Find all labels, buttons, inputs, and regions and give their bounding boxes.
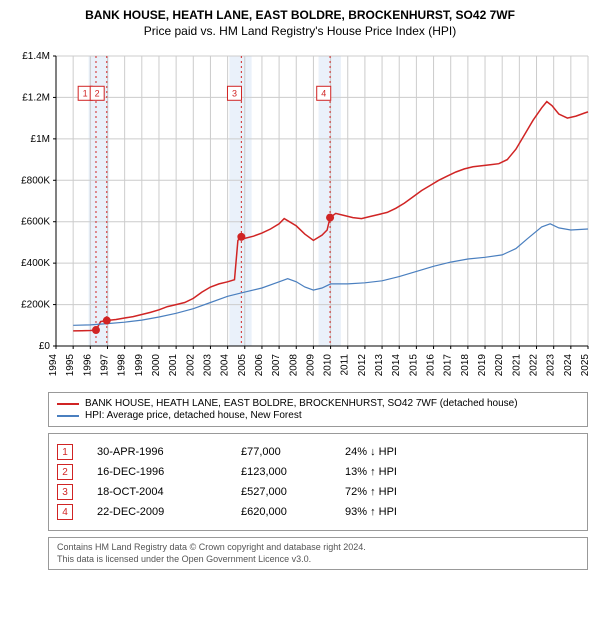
sale-price: £77,000	[241, 446, 321, 458]
svg-text:£600K: £600K	[21, 217, 50, 228]
svg-text:2001: 2001	[168, 354, 179, 377]
svg-text:1997: 1997	[99, 354, 110, 377]
svg-text:2000: 2000	[151, 354, 162, 377]
svg-text:2: 2	[95, 88, 100, 98]
svg-text:2008: 2008	[288, 354, 299, 377]
svg-text:3: 3	[232, 88, 237, 98]
sale-marker: 4	[57, 504, 73, 520]
svg-text:2002: 2002	[185, 354, 196, 377]
svg-text:1994: 1994	[48, 354, 59, 377]
legend-swatch	[57, 415, 79, 417]
chart-title: BANK HOUSE, HEATH LANE, EAST BOLDRE, BRO…	[8, 8, 592, 22]
svg-text:£0: £0	[39, 341, 51, 352]
svg-text:2011: 2011	[340, 354, 351, 376]
sale-delta: 24% ↓ HPI	[345, 446, 435, 458]
footer-line-2: This data is licensed under the Open Gov…	[57, 554, 579, 566]
svg-text:1998: 1998	[117, 354, 128, 377]
svg-text:2021: 2021	[511, 354, 522, 377]
svg-text:2018: 2018	[460, 354, 471, 377]
svg-text:£1.2M: £1.2M	[22, 92, 50, 103]
svg-text:2013: 2013	[374, 354, 385, 377]
sale-row: 1 30-APR-1996 £77,000 24% ↓ HPI	[57, 444, 579, 460]
svg-text:2022: 2022	[529, 354, 540, 377]
svg-text:4: 4	[321, 88, 326, 98]
sale-marker: 3	[57, 484, 73, 500]
svg-text:1995: 1995	[65, 354, 76, 377]
sales-table: 1 30-APR-1996 £77,000 24% ↓ HPI 2 16-DEC-1996…	[48, 433, 588, 531]
svg-text:2012: 2012	[357, 354, 368, 377]
sale-marker: 2	[57, 464, 73, 480]
svg-text:£200K: £200K	[21, 300, 50, 311]
sale-delta: 72% ↑ HPI	[345, 486, 435, 498]
svg-text:2010: 2010	[323, 354, 334, 377]
svg-text:£1M: £1M	[31, 134, 50, 145]
legend-label: BANK HOUSE, HEATH LANE, EAST BOLDRE, BRO…	[85, 398, 518, 409]
svg-text:2014: 2014	[391, 354, 402, 377]
copyright-footer: Contains HM Land Registry data © Crown c…	[48, 537, 588, 570]
sale-row: 3 18-OCT-2004 £527,000 72% ↑ HPI	[57, 484, 579, 500]
svg-text:1: 1	[83, 88, 88, 98]
svg-text:2007: 2007	[271, 354, 282, 377]
sale-delta: 13% ↑ HPI	[345, 466, 435, 478]
svg-text:2017: 2017	[443, 354, 454, 377]
svg-text:£400K: £400K	[21, 258, 50, 269]
svg-text:2020: 2020	[494, 354, 505, 377]
svg-text:1996: 1996	[82, 354, 93, 377]
sale-marker: 1	[57, 444, 73, 460]
svg-text:£1.4M: £1.4M	[22, 51, 50, 62]
svg-text:2004: 2004	[220, 354, 231, 377]
svg-text:2003: 2003	[202, 354, 213, 377]
sale-date: 30-APR-1996	[97, 446, 217, 458]
chart-area: £0 £200K £400K £600K £800K £1M £1.2M £1.4M 1994 1…	[8, 46, 592, 386]
line-chart: £0 £200K £400K £600K £800K £1M £1.2M £1.4M 1994 1…	[8, 46, 592, 386]
svg-text:2015: 2015	[408, 354, 419, 377]
svg-text:2006: 2006	[254, 354, 265, 377]
sale-price: £527,000	[241, 486, 321, 498]
sale-price: £123,000	[241, 466, 321, 478]
legend-row: HPI: Average price, detached house, New …	[57, 410, 579, 421]
legend-row: BANK HOUSE, HEATH LANE, EAST BOLDRE, BRO…	[57, 398, 579, 409]
legend-label: HPI: Average price, detached house, New …	[85, 410, 302, 421]
sale-date: 16-DEC-1996	[97, 466, 217, 478]
svg-text:2024: 2024	[563, 354, 574, 377]
sale-delta: 93% ↑ HPI	[345, 506, 435, 518]
svg-text:2005: 2005	[237, 354, 248, 377]
svg-text:1999: 1999	[134, 354, 145, 377]
svg-text:£800K: £800K	[21, 175, 50, 186]
sale-date: 22-DEC-2009	[97, 506, 217, 518]
svg-text:2019: 2019	[477, 354, 488, 377]
chart-subtitle: Price paid vs. HM Land Registry's House …	[8, 24, 592, 38]
svg-text:2016: 2016	[426, 354, 437, 377]
svg-text:2025: 2025	[580, 354, 591, 377]
sale-date: 18-OCT-2004	[97, 486, 217, 498]
legend-swatch	[57, 403, 79, 405]
sale-price: £620,000	[241, 506, 321, 518]
footer-line-1: Contains HM Land Registry data © Crown c…	[57, 542, 579, 554]
svg-text:2009: 2009	[305, 354, 316, 377]
sale-row: 2 16-DEC-1996 £123,000 13% ↑ HPI	[57, 464, 579, 480]
sale-row: 4 22-DEC-2009 £620,000 93% ↑ HPI	[57, 504, 579, 520]
svg-text:2023: 2023	[546, 354, 557, 377]
legend: BANK HOUSE, HEATH LANE, EAST BOLDRE, BRO…	[48, 392, 588, 427]
